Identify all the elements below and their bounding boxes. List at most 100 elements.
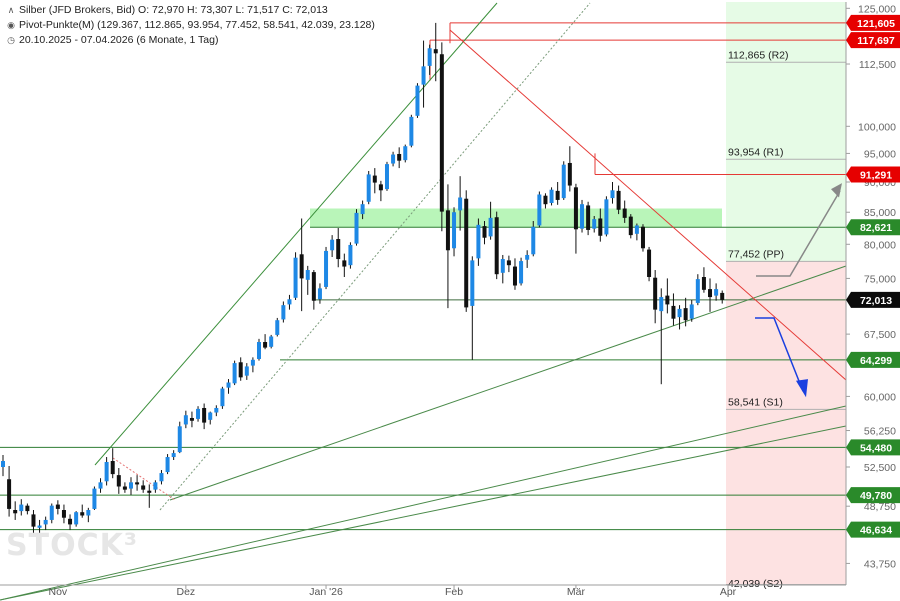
candle[interactable] bbox=[549, 187, 554, 206]
candle[interactable] bbox=[299, 218, 304, 312]
candle[interactable] bbox=[348, 242, 353, 269]
candle[interactable] bbox=[43, 516, 48, 531]
candle[interactable] bbox=[80, 504, 85, 518]
candle[interactable] bbox=[19, 499, 24, 516]
candle[interactable] bbox=[330, 235, 335, 257]
candle[interactable] bbox=[659, 288, 664, 385]
candle[interactable] bbox=[354, 209, 359, 246]
candle[interactable] bbox=[470, 256, 475, 360]
candle[interactable] bbox=[567, 146, 572, 192]
candle[interactable] bbox=[7, 466, 12, 517]
candle[interactable] bbox=[604, 196, 609, 237]
candle[interactable] bbox=[122, 482, 127, 493]
candle[interactable] bbox=[153, 480, 158, 493]
candle[interactable] bbox=[494, 211, 499, 280]
candle[interactable] bbox=[317, 283, 322, 304]
candle[interactable] bbox=[177, 421, 182, 454]
candle[interactable] bbox=[287, 294, 292, 310]
candle[interactable] bbox=[311, 270, 316, 310]
candle[interactable] bbox=[640, 224, 645, 252]
candle[interactable] bbox=[141, 480, 146, 493]
candle[interactable] bbox=[500, 254, 505, 284]
candle[interactable] bbox=[189, 411, 194, 428]
candle[interactable] bbox=[573, 183, 578, 254]
candle[interactable] bbox=[561, 161, 566, 200]
candle[interactable] bbox=[116, 468, 121, 494]
candle[interactable] bbox=[165, 454, 170, 475]
candle[interactable] bbox=[135, 475, 140, 491]
candle[interactable] bbox=[98, 478, 103, 493]
candle[interactable] bbox=[647, 246, 652, 282]
candle[interactable] bbox=[214, 405, 219, 417]
candle[interactable] bbox=[159, 470, 164, 485]
candle[interactable] bbox=[25, 503, 30, 515]
candle[interactable] bbox=[421, 40, 426, 108]
candle[interactable] bbox=[55, 500, 60, 515]
candle[interactable] bbox=[397, 147, 402, 169]
clock-icon[interactable]: ◷ bbox=[7, 35, 15, 45]
candle[interactable] bbox=[269, 334, 274, 349]
candle[interactable] bbox=[409, 114, 414, 148]
candle[interactable] bbox=[31, 510, 36, 535]
candle[interactable] bbox=[37, 519, 42, 539]
candle[interactable] bbox=[342, 253, 347, 278]
candle[interactable] bbox=[543, 193, 548, 209]
candle[interactable] bbox=[372, 168, 377, 194]
candle[interactable] bbox=[208, 411, 213, 425]
candle[interactable] bbox=[360, 200, 365, 220]
candle[interactable] bbox=[183, 410, 188, 429]
candle[interactable] bbox=[104, 457, 109, 486]
candle[interactable] bbox=[531, 221, 536, 257]
candle[interactable] bbox=[628, 214, 633, 239]
candle[interactable] bbox=[305, 265, 310, 295]
candle[interactable] bbox=[68, 514, 73, 531]
candle[interactable] bbox=[634, 223, 639, 241]
candle[interactable] bbox=[586, 201, 591, 236]
candle[interactable] bbox=[244, 363, 249, 380]
candle[interactable] bbox=[196, 406, 201, 422]
candle[interactable] bbox=[324, 246, 329, 290]
candle[interactable] bbox=[92, 486, 97, 511]
candle[interactable] bbox=[281, 301, 286, 323]
candle[interactable] bbox=[671, 293, 676, 326]
candle[interactable] bbox=[525, 250, 530, 268]
candle[interactable] bbox=[488, 201, 493, 240]
candle[interactable] bbox=[171, 450, 176, 461]
candle[interactable] bbox=[720, 290, 725, 304]
candle[interactable] bbox=[256, 338, 261, 361]
candle[interactable] bbox=[202, 403, 207, 430]
candle[interactable] bbox=[537, 191, 542, 228]
candle[interactable] bbox=[293, 252, 298, 300]
candle[interactable] bbox=[1, 455, 5, 477]
candle[interactable] bbox=[110, 448, 115, 479]
candle[interactable] bbox=[74, 511, 79, 527]
candle[interactable] bbox=[391, 151, 396, 167]
candle[interactable] bbox=[147, 484, 152, 508]
candle[interactable] bbox=[458, 176, 463, 231]
candle[interactable] bbox=[616, 185, 621, 215]
candle[interactable] bbox=[439, 42, 444, 232]
candle[interactable] bbox=[555, 182, 560, 205]
candle[interactable] bbox=[238, 357, 243, 381]
candle[interactable] bbox=[445, 184, 450, 309]
candle[interactable] bbox=[512, 258, 517, 290]
candle[interactable] bbox=[452, 207, 457, 257]
candle[interactable] bbox=[689, 299, 694, 322]
candle[interactable] bbox=[232, 360, 237, 386]
candle[interactable] bbox=[61, 504, 66, 524]
candle[interactable] bbox=[128, 477, 133, 495]
candle[interactable] bbox=[677, 305, 682, 330]
candle[interactable] bbox=[506, 255, 511, 273]
candle[interactable] bbox=[701, 267, 706, 293]
candle[interactable] bbox=[695, 274, 700, 306]
chevron-up-icon[interactable]: ∧ bbox=[7, 5, 15, 15]
candle[interactable] bbox=[482, 221, 487, 245]
candle[interactable] bbox=[384, 161, 389, 191]
candle[interactable] bbox=[683, 297, 688, 327]
candle[interactable] bbox=[665, 278, 670, 314]
candle[interactable] bbox=[714, 283, 719, 301]
candle[interactable] bbox=[336, 228, 341, 268]
candle[interactable] bbox=[275, 317, 280, 337]
candle[interactable] bbox=[433, 22, 438, 82]
candle[interactable] bbox=[653, 270, 658, 324]
